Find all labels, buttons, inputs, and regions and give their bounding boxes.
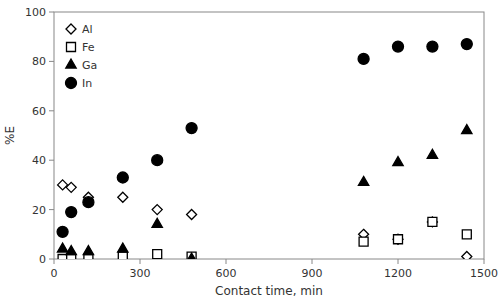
point [66,246,76,255]
point [461,39,472,50]
x-tick [312,259,313,264]
point [152,218,162,227]
plot-frame [54,12,484,259]
x-tick [140,259,141,264]
legend-marker [66,78,77,89]
point [152,155,163,166]
x-tick-label: 300 [130,267,151,280]
point [117,172,128,183]
x-tick [226,259,227,264]
point [358,176,368,185]
chart-container: 0 300 600 900 1200 1500 0 20 40 60 80 100 Contact ti… [0,0,500,303]
point [393,234,403,244]
point [359,237,368,246]
x-axis-label: Contact time, min [215,284,323,298]
y-tick-label: 40 [32,154,46,167]
point [187,252,196,259]
y-axis-label: %E [3,126,17,145]
legend: Al Fe Ga In [66,23,98,90]
point [83,197,94,208]
x-tick [484,259,485,264]
point [187,210,197,220]
x-tick-label: 1200 [384,267,412,280]
point [153,250,162,259]
legend-label: Fe [82,41,95,54]
y-tick-label: 80 [32,55,46,68]
x-tick [54,259,55,264]
point [66,182,76,192]
x-tick-label: 0 [51,267,58,280]
point [186,123,197,134]
point [118,252,127,259]
point [427,149,437,158]
axes: 0 300 600 900 1200 1500 0 20 40 60 80 100 [25,6,498,280]
series [57,39,472,238]
point [428,217,437,226]
point [152,205,162,215]
y-tick [49,209,54,210]
point [427,217,437,227]
y-tick-label: 60 [32,105,46,118]
x-tick-label: 900 [302,267,323,280]
y-tick-label: 100 [25,6,46,19]
y-tick [49,61,54,62]
point [427,41,438,52]
series [57,125,472,259]
point [393,41,404,52]
point [58,180,68,190]
y-tick-label: 0 [39,253,46,266]
legend-marker [67,43,76,52]
series [58,217,471,259]
point [462,230,471,239]
plot-area [57,39,472,259]
y-tick [49,12,54,13]
x-tick [398,259,399,264]
point [394,235,403,244]
point [186,253,196,259]
point [118,192,128,202]
legend-label: In [82,77,92,90]
legend-marker [66,59,76,68]
point [393,157,403,166]
y-tick-label: 20 [32,204,46,217]
y-tick [49,160,54,161]
series [58,180,472,259]
y-tick [49,259,54,260]
legend-marker [66,24,76,34]
point [118,243,128,252]
point [358,53,369,64]
point [57,243,67,252]
chart-svg: 0 300 600 900 1200 1500 0 20 40 60 80 100 Contact ti… [0,0,500,303]
y-tick [49,110,54,111]
point [83,246,93,255]
point [66,207,77,218]
legend-label: Al [82,23,93,36]
legend-label: Ga [82,59,97,72]
point [57,226,68,237]
x-tick-label: 1500 [470,267,498,280]
point [462,252,472,259]
point [462,125,472,134]
x-tick-label: 600 [216,267,237,280]
